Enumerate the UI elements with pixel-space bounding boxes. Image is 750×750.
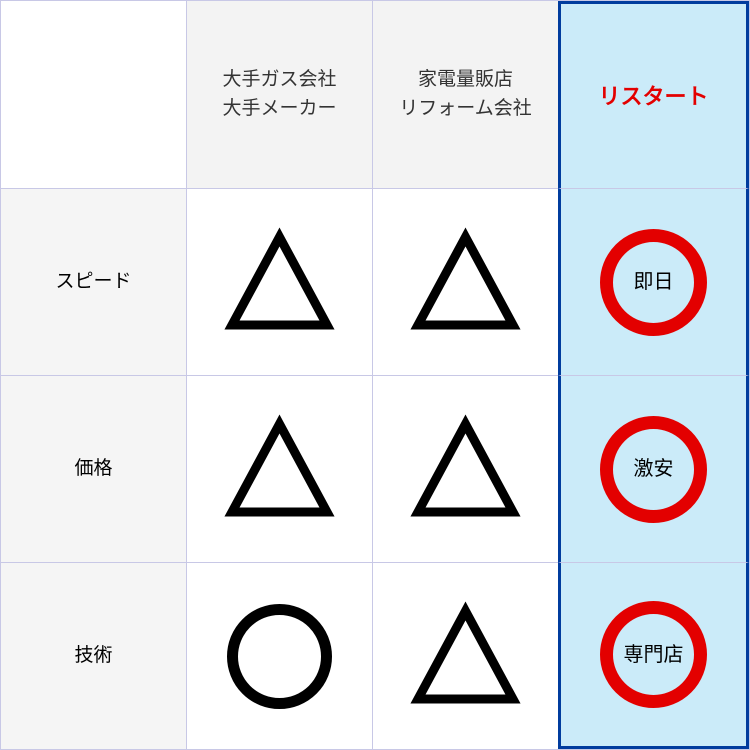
row-label: 技術	[74, 642, 112, 671]
column-header-line: リフォーム会社	[399, 95, 531, 124]
column-header-line: 家電量販店	[418, 66, 513, 95]
table-row: スピード 即日	[1, 188, 749, 375]
column-header-line: 大手メーカー	[222, 95, 336, 124]
triangle-icon	[408, 599, 523, 714]
data-cell	[372, 375, 558, 562]
data-cell-highlight: 即日	[558, 188, 749, 375]
circle-icon: 激安	[596, 412, 711, 527]
triangle-icon	[222, 412, 337, 527]
row-header: スピード	[1, 188, 186, 375]
circle-icon: 専門店	[596, 597, 711, 712]
data-cell	[186, 562, 372, 749]
corner-cell	[1, 1, 186, 188]
data-cell	[372, 188, 558, 375]
row-header: 価格	[1, 375, 186, 562]
circle-icon: 即日	[596, 225, 711, 340]
comparison-table: 大手ガス会社 大手メーカー 家電量販店 リフォーム会社 リスタート スピード	[0, 0, 750, 750]
column-header-highlight: リスタート	[558, 1, 749, 188]
row-label: スピード	[55, 268, 131, 297]
highlight-title: リスタート	[598, 80, 708, 113]
data-cell	[186, 188, 372, 375]
triangle-icon	[408, 412, 523, 527]
triangle-icon	[222, 225, 337, 340]
table-row: 技術 専門店	[1, 562, 749, 749]
cell-label: 即日	[634, 267, 674, 297]
row-header: 技術	[1, 562, 186, 749]
column-header: 家電量販店 リフォーム会社	[372, 1, 558, 188]
data-cell-highlight: 激安	[558, 375, 749, 562]
data-cell-highlight: 専門店	[558, 562, 749, 749]
cell-label: 専門店	[624, 640, 684, 670]
cell-label: 激安	[634, 454, 674, 484]
circle-icon	[222, 599, 337, 714]
row-label: 価格	[74, 455, 112, 484]
column-header-line: 大手ガス会社	[222, 66, 336, 95]
column-header: 大手ガス会社 大手メーカー	[186, 1, 372, 188]
header-row: 大手ガス会社 大手メーカー 家電量販店 リフォーム会社 リスタート	[1, 1, 749, 188]
triangle-icon	[408, 225, 523, 340]
table-row: 価格 激安	[1, 375, 749, 562]
data-cell	[372, 562, 558, 749]
data-cell	[186, 375, 372, 562]
